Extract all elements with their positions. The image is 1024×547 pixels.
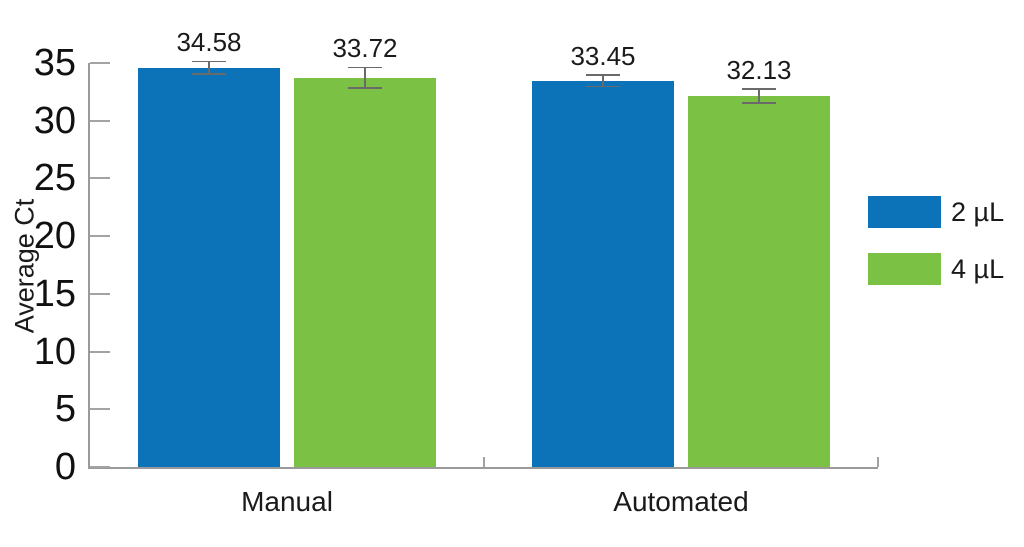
bar-value-label: 32.13 — [726, 55, 792, 86]
legend-swatch-4ul-icon — [868, 253, 941, 285]
bar-value-label: 33.72 — [332, 33, 398, 64]
bar-value-label: 33.45 — [570, 41, 636, 72]
bar-value-label: 34.58 — [176, 27, 242, 58]
error-bar — [742, 102, 776, 104]
bar — [294, 77, 436, 467]
y-tick-mark — [90, 235, 110, 238]
error-bar — [586, 85, 620, 88]
y-tick-mark — [90, 177, 110, 180]
error-bar — [348, 87, 382, 89]
error-bar — [208, 61, 210, 75]
legend: 2 µL 4 µL — [868, 196, 1004, 285]
bar — [688, 96, 830, 467]
y-tick-label: 30 — [33, 99, 76, 142]
error-bar — [192, 73, 226, 75]
error-bar — [602, 75, 604, 87]
error-bar — [192, 60, 226, 63]
y-tick-mark — [90, 466, 110, 468]
legend-label-4ul: 4 µL — [951, 253, 1005, 284]
y-tick-label: 25 — [33, 157, 76, 200]
y-tick-mark — [90, 62, 110, 64]
category-label: Manual — [241, 486, 333, 517]
category-label: Automated — [613, 486, 749, 517]
y-tick-mark — [90, 350, 110, 353]
bar — [532, 80, 674, 467]
x-axis-line — [88, 467, 878, 469]
legend-item-4ul: 4 µL — [868, 253, 1004, 285]
bar — [138, 67, 280, 467]
y-tick-mark — [90, 119, 110, 122]
error-bar — [364, 67, 366, 89]
x-tick-mark — [483, 457, 485, 467]
x-tick-mark — [877, 457, 879, 467]
error-bar — [586, 74, 620, 76]
y-tick-label: 0 — [54, 446, 76, 488]
y-tick-label: 10 — [33, 330, 76, 373]
y-tick-label: 35 — [33, 42, 76, 84]
y-axis-line — [88, 63, 90, 469]
y-tick-mark — [90, 292, 110, 295]
y-tick-label: 20 — [33, 215, 76, 258]
legend-swatch-2ul-icon — [868, 196, 941, 228]
error-bar — [348, 66, 382, 69]
error-bar — [758, 89, 760, 104]
y-tick-label: 15 — [33, 272, 76, 315]
y-tick-label: 5 — [54, 388, 76, 431]
error-bar — [742, 88, 776, 90]
y-tick-mark — [90, 408, 110, 411]
legend-item-2ul: 2 µL — [868, 196, 1004, 228]
legend-label-2ul: 2 µL — [951, 196, 1005, 227]
